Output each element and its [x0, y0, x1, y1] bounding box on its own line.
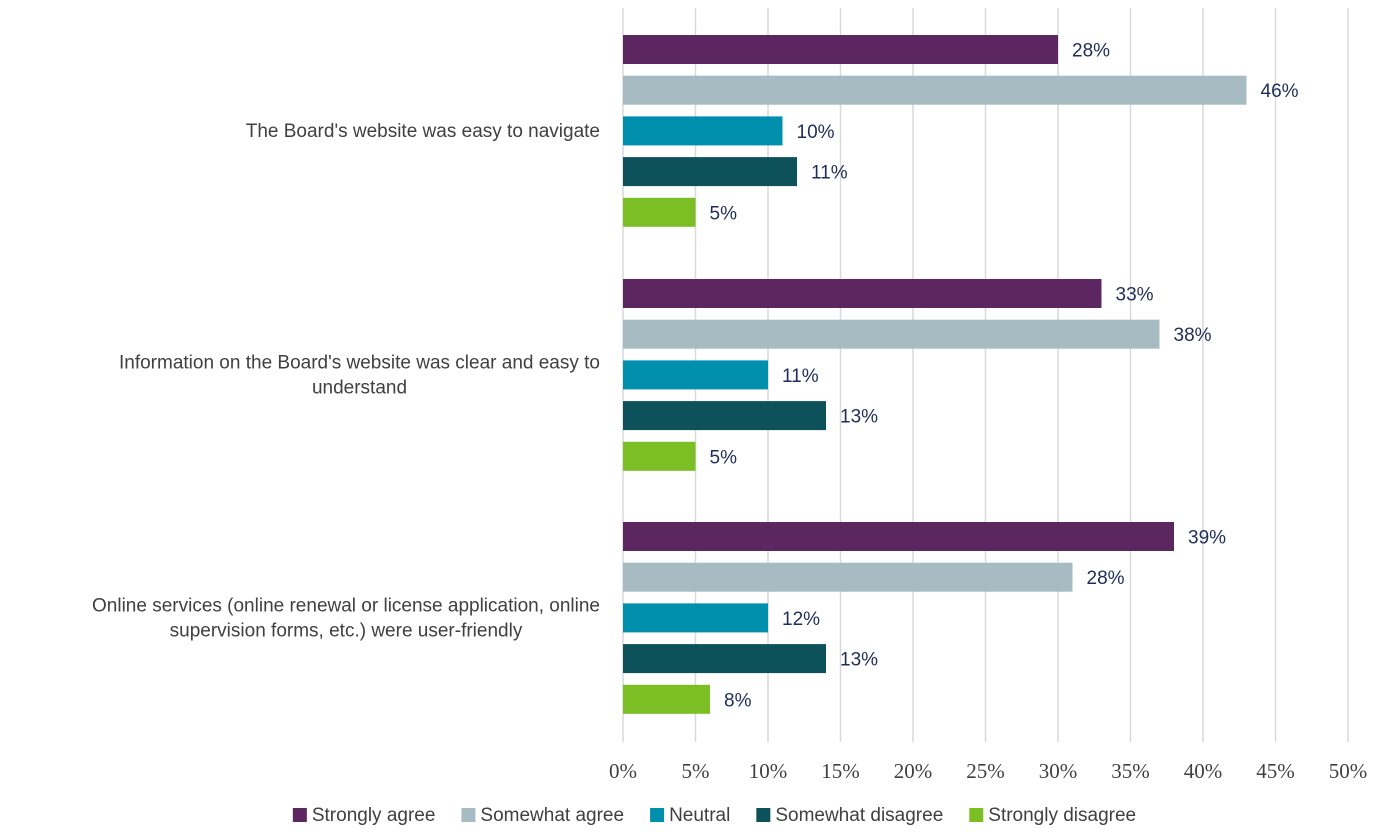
data-label: 28%: [1087, 568, 1125, 589]
legend-swatch: [461, 808, 476, 822]
bar: [623, 401, 826, 431]
legend-label: Somewhat disagree: [775, 805, 943, 826]
category-label-line: Information on the Board's website was c…: [119, 352, 600, 373]
category-label-line: understand: [312, 377, 407, 398]
bar: [623, 441, 696, 471]
x-tick-label: 35%: [1111, 759, 1150, 783]
data-label: 8%: [724, 690, 752, 711]
bar: [623, 319, 1160, 349]
x-tick-label: 40%: [1184, 759, 1223, 783]
x-tick-label: 5%: [682, 759, 710, 783]
x-tick-label: 45%: [1256, 759, 1295, 783]
bar: [623, 522, 1174, 551]
category-label: The Board's website was easy to navigate: [246, 121, 600, 142]
category-label-line: Online services (online renewal or licen…: [92, 595, 600, 616]
category-labels: The Board's website was easy to navigate…: [92, 121, 600, 642]
legend-item: Neutral: [650, 805, 730, 826]
x-tick-label: 25%: [966, 759, 1005, 783]
legend-swatch: [292, 808, 307, 822]
bar: [623, 644, 826, 674]
x-tick-label: 50%: [1329, 759, 1368, 783]
bar: [623, 116, 783, 146]
legend-label: Somewhat agree: [480, 805, 624, 826]
category-label-line: supervision forms, etc.) were user-frien…: [170, 620, 523, 641]
data-label: 33%: [1116, 285, 1154, 306]
data-label: 46%: [1261, 81, 1299, 102]
bar: [623, 603, 768, 633]
x-tick-label: 30%: [1039, 759, 1078, 783]
data-label: 11%: [811, 163, 848, 184]
data-label: 13%: [840, 650, 878, 671]
x-tick-label: 20%: [894, 759, 933, 783]
legend-item: Strongly agree: [292, 805, 436, 826]
bar: [623, 197, 696, 227]
data-label: 5%: [710, 447, 738, 468]
data-label: 10%: [797, 122, 835, 143]
bars: [623, 35, 1247, 714]
data-label: 5%: [710, 203, 738, 224]
legend-item: Somewhat agree: [461, 805, 624, 826]
x-tick-label: 0%: [609, 759, 637, 783]
category-label: Information on the Board's website was c…: [119, 352, 600, 398]
data-labels: 28% 46% 10% 11% 5% 33% 38% 11% 13% 5% 39% 28% 12% 13%…: [710, 41, 1299, 712]
legend: Strongly agree Somewhat agree Neutral Somew…: [292, 805, 1136, 826]
legend-swatch: [650, 808, 665, 822]
bar: [623, 684, 710, 714]
legend-item: Strongly disagree: [969, 805, 1136, 826]
bar: [623, 35, 1058, 64]
legend-swatch: [969, 808, 984, 822]
data-label: 39%: [1188, 528, 1226, 549]
legend-label: Strongly agree: [312, 805, 436, 826]
category-label-line: The Board's website was easy to navigate: [246, 121, 600, 142]
category-label: Online services (online renewal or licen…: [92, 595, 600, 641]
bar: [623, 157, 797, 187]
x-axis-ticks: 0% 5% 10% 15% 20% 25% 30% 35% 40% 45% 50%: [609, 759, 1367, 783]
data-label: 13%: [840, 407, 878, 428]
x-tick-label: 10%: [749, 759, 788, 783]
bar: [623, 75, 1247, 105]
bar: [623, 360, 768, 390]
bar: [623, 279, 1102, 308]
legend-swatch: [756, 808, 771, 822]
legend-label: Strongly disagree: [988, 805, 1136, 826]
legend-item: Somewhat disagree: [756, 805, 943, 826]
data-label: 11%: [782, 366, 819, 387]
data-label: 38%: [1174, 325, 1212, 346]
data-label: 28%: [1072, 41, 1110, 62]
x-tick-label: 15%: [821, 759, 860, 783]
data-label: 12%: [782, 609, 820, 630]
legend-label: Neutral: [669, 805, 730, 826]
bar: [623, 562, 1073, 592]
